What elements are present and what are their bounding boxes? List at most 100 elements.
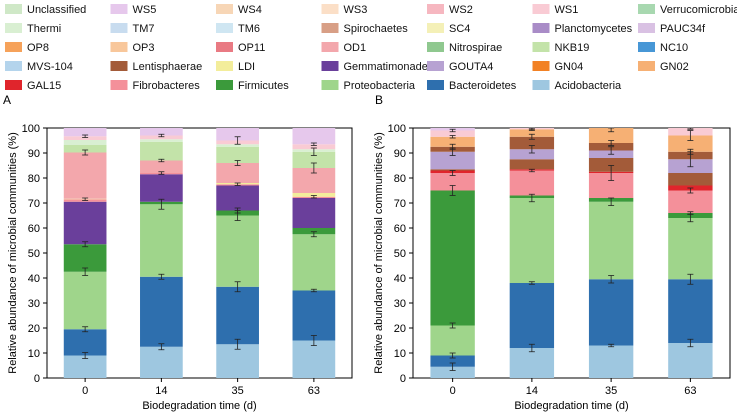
bar-segment-ldi bbox=[292, 193, 336, 197]
legend-label: OP3 bbox=[133, 42, 155, 54]
y-tick-label: 40 bbox=[394, 273, 406, 285]
legend-item-thermi: Thermi bbox=[5, 23, 61, 35]
legend-item-op8: OP8 bbox=[5, 42, 49, 54]
legend-item-od1: OD1 bbox=[321, 42, 366, 54]
x-tick-label: 14 bbox=[155, 385, 167, 397]
bar-segment-firmicutes bbox=[63, 244, 107, 272]
legend-label: OP8 bbox=[27, 42, 49, 54]
legend-swatch bbox=[532, 23, 550, 33]
legend-item-mvs-104: MVS-104 bbox=[5, 61, 73, 73]
legend-item-ws5: WS5 bbox=[110, 4, 156, 16]
bar-segment-fibrobacteres bbox=[668, 190, 713, 213]
bar-segment-acidobacteria bbox=[668, 343, 713, 378]
legend-swatch bbox=[638, 4, 655, 14]
x-tick-label: 63 bbox=[684, 385, 696, 397]
error-bar bbox=[158, 198, 165, 210]
bar-segment-proteobacteria bbox=[140, 204, 183, 277]
legend-item-verrucomicrobia: Verrucomicrobia bbox=[638, 4, 737, 16]
error-bar bbox=[449, 143, 456, 150]
legend-item-nitrospirae: Nitrospirae bbox=[427, 42, 502, 54]
error-bar bbox=[310, 195, 317, 199]
bar-segment-proteobacteria bbox=[509, 198, 555, 283]
bar-segment-gn02 bbox=[668, 135, 713, 152]
bar-segment-bacteroidetes bbox=[63, 329, 107, 356]
bar-segment-ws5 bbox=[216, 128, 259, 141]
legend-swatch bbox=[532, 80, 550, 90]
y-tick-label: 0 bbox=[400, 373, 406, 385]
bar-segment-proteobacteria bbox=[216, 215, 259, 287]
bar-segment-fibrobacteres bbox=[430, 173, 475, 191]
bar-segment-gemmatimonadetes bbox=[292, 198, 336, 228]
legend-label: WS4 bbox=[238, 4, 262, 16]
legend-swatch bbox=[216, 80, 233, 90]
bar-segment-thermi bbox=[216, 144, 259, 147]
legend-item-ws4: WS4 bbox=[216, 4, 262, 16]
bar-segment-bacteroidetes bbox=[140, 276, 183, 347]
bar-segment-acidobacteria bbox=[292, 340, 336, 378]
error-bar bbox=[310, 231, 317, 238]
bar-stack-day-0 bbox=[430, 128, 475, 378]
legend-item-lentisphaerae: Lentisphaerae bbox=[110, 61, 202, 73]
bar-stack-day-35 bbox=[216, 128, 259, 378]
legend-label: WS2 bbox=[449, 4, 473, 16]
bar-segment-bacteroidetes bbox=[216, 286, 259, 345]
bar-segment-nkb19 bbox=[216, 146, 259, 163]
bar-segment-thermi bbox=[140, 139, 183, 142]
bar-segment-bacteroidetes bbox=[509, 283, 555, 348]
error-bar bbox=[449, 362, 456, 371]
legend-item-gal15: GAL15 bbox=[5, 80, 61, 92]
legend-swatch bbox=[427, 4, 444, 14]
bar-segment-bacteroidetes bbox=[588, 279, 634, 346]
bar-segment-od1 bbox=[216, 163, 259, 183]
legend-item-op11: OP11 bbox=[216, 42, 265, 54]
bar-segment-ws1 bbox=[292, 144, 336, 150]
error-bar bbox=[234, 136, 241, 145]
y-tick-label: 60 bbox=[394, 223, 406, 235]
error-bar bbox=[608, 146, 615, 155]
error-bar bbox=[687, 187, 694, 194]
legend-label: Proteobacteria bbox=[344, 80, 416, 92]
error-bar bbox=[528, 343, 535, 353]
y-tick-label: 10 bbox=[28, 348, 40, 360]
legend-label: MVS-104 bbox=[27, 61, 73, 73]
y-tick-label: 90 bbox=[394, 148, 406, 160]
legend-swatch bbox=[532, 42, 550, 52]
bar-segment-nkb19 bbox=[140, 141, 183, 161]
bar-segment-lentisphaerae bbox=[509, 136, 555, 150]
bar-segment-gemmatimonadetes bbox=[140, 174, 183, 202]
bar-stack-day-0 bbox=[63, 128, 107, 378]
bar-segment-ws1 bbox=[430, 130, 475, 137]
y-tick-label: 50 bbox=[394, 248, 406, 260]
legend-item-nc10: NC10 bbox=[638, 42, 688, 54]
x-tick-label: 0 bbox=[82, 385, 88, 397]
legend-swatch bbox=[638, 42, 655, 52]
bar-segment-gouta4 bbox=[430, 151, 475, 170]
bar-segment-bacteroidetes bbox=[292, 290, 336, 341]
bar-segment-lentisphaerae bbox=[430, 169, 475, 171]
legend-label: GN04 bbox=[555, 61, 584, 73]
error-bar bbox=[234, 160, 241, 166]
legend-swatch bbox=[110, 23, 128, 33]
legend-swatch bbox=[638, 23, 655, 33]
legend-label: Spirochaetes bbox=[344, 23, 409, 35]
legend-item-nkb19: NKB19 bbox=[532, 42, 589, 54]
legend-swatch bbox=[427, 42, 444, 52]
legend-swatch bbox=[532, 61, 550, 71]
error-bar bbox=[608, 127, 615, 133]
bar-stack-day-14 bbox=[509, 127, 555, 378]
error-bar bbox=[158, 273, 165, 280]
legend-item-planctomycetes: Planctomycetes bbox=[532, 23, 633, 35]
error-bar bbox=[687, 211, 694, 215]
bar-segment-od1 bbox=[140, 160, 183, 173]
error-bar bbox=[528, 168, 535, 173]
legend-item-ws1: WS1 bbox=[532, 4, 578, 16]
error-bar bbox=[158, 171, 165, 175]
error-bar bbox=[449, 135, 456, 139]
legend-swatch bbox=[110, 42, 128, 52]
y-axis-label: Relative abundance of microbial communit… bbox=[373, 132, 385, 374]
error-bar bbox=[158, 158, 165, 163]
y-tick-label: 20 bbox=[394, 323, 406, 335]
error-bar bbox=[158, 343, 165, 351]
y-tick-label: 30 bbox=[28, 298, 40, 310]
